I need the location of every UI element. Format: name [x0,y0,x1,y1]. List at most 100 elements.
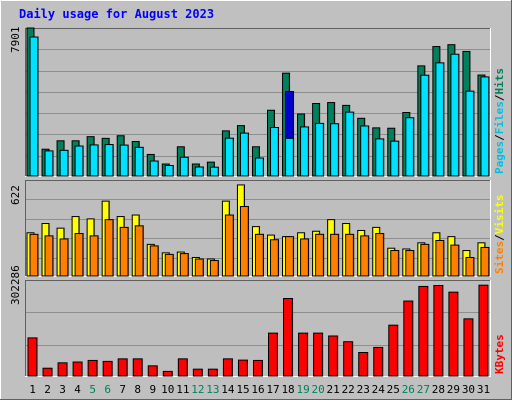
visits-ymax-label: 622 [9,185,22,205]
files-bar [405,117,415,177]
kbytes-bar [373,346,384,377]
kbytes-bar [298,332,309,377]
files-bar [104,144,114,177]
kbytes-bar [147,365,158,377]
sites-bar [239,206,249,277]
x-tick-label: 31 [477,383,490,396]
x-tick-label: 26 [402,383,415,396]
sites-bar [360,235,370,277]
x-tick-label: 17 [266,383,279,396]
files-bar [254,157,264,177]
files-bar [134,146,144,177]
x-tick-label: 25 [387,383,400,396]
x-tick-label: 12 [191,383,204,396]
sites-bar [44,235,54,277]
files-bar [435,62,445,177]
kbytes-bar [252,359,263,377]
x-tick-label: 23 [357,383,370,396]
x-tick-label: 16 [251,383,264,396]
files-bar [450,53,460,177]
kbytes-bar [313,332,324,377]
hits-legend-part: Files [493,101,506,134]
x-tick-label: 15 [236,383,249,396]
files-bar [390,140,400,177]
kbytes-bar [478,284,489,377]
kbytes-bar [222,358,233,377]
sites-bar [149,245,159,277]
sites-bar [315,233,325,277]
files-bar [209,166,219,177]
files-bar [465,90,475,177]
visits-legend-part: Visits [493,195,506,235]
kbytes-bar [57,362,68,377]
x-tick-label: 9 [149,383,156,396]
x-tick-label: 6 [104,383,111,396]
hits-legend: Pages/Files/Hits [493,68,506,174]
files-bar [420,74,430,177]
kbytes-bar [418,285,429,377]
sites-bar [300,238,310,277]
kbytes-bar [27,337,38,377]
x-tick-label: 30 [462,383,475,396]
x-tick-label: 4 [74,383,81,396]
kbytes-bar [433,284,444,377]
x-tick-label: 29 [447,383,460,396]
files-bar [375,138,385,177]
files-bar [224,137,234,177]
kbytes-legend: KBytes [493,334,506,374]
x-tick-label: 22 [342,383,355,396]
sites-bar [224,214,234,277]
x-tick-label: 24 [372,383,386,396]
sites-bar [59,238,69,277]
sites-bar [450,244,460,277]
sites-bar [420,243,430,277]
files-bar [480,76,490,177]
kbytes-bar [207,368,218,377]
x-tick-label: 28 [432,383,445,396]
files-bar [149,160,159,177]
sites-bar [405,250,415,277]
files-bar [315,122,325,177]
visits-legend: Sites/Visits [493,195,506,275]
sites-bar [330,233,340,277]
kbytes-ymax-label: 302286 [9,265,22,305]
kbytes-bar [268,332,279,377]
kbytes-bar [328,335,339,377]
files-bar [74,145,84,177]
sites-bar [465,256,475,277]
sites-bar [179,253,189,277]
pages-bar [285,137,295,177]
x-tick-label: 19 [296,383,309,396]
files-bar [270,126,280,177]
sites-bar [104,219,114,277]
files-bar [119,144,129,177]
hits-legend-part: Hits [493,68,506,95]
x-tick-label: 14 [221,383,235,396]
chart-panels: 7901 Pages/Files/Hits 622 Sites/Visits 30228… [9,27,506,377]
kbytes-bar [177,358,188,377]
kbytes-legend-part: KBytes [493,334,506,374]
kbytes-bar [132,358,143,377]
sites-bar [89,235,99,277]
kbytes-bar [283,298,294,377]
x-tick-label: 27 [417,383,430,396]
sites-bar [375,233,385,277]
sites-bar [164,253,174,277]
kbytes-bar [42,367,53,377]
x-tick-label: 10 [161,383,174,396]
hits-legend-part: / [493,94,506,101]
sites-bar [345,233,355,277]
sites-bar [254,233,264,277]
kbytes-bar [117,358,128,377]
x-tick-label: 11 [176,383,189,396]
files-bar [29,36,39,177]
kbytes-bar [403,300,414,377]
kbytes-bar [388,324,399,377]
chart-title: Daily usage for August 2023 [19,7,214,21]
sites-bar [209,260,219,277]
hits-ymax-label: 7901 [9,27,22,54]
files-bar [239,132,249,177]
sites-bar [390,250,400,277]
